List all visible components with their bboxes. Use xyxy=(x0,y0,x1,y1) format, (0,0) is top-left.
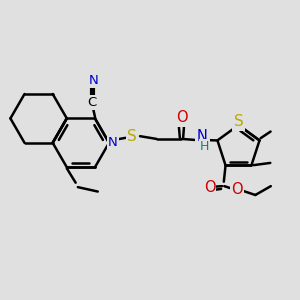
Text: O: O xyxy=(204,180,215,195)
Text: S: S xyxy=(234,114,243,129)
Text: N: N xyxy=(108,136,118,149)
Text: S: S xyxy=(128,129,137,144)
Text: O: O xyxy=(231,182,242,197)
Text: N: N xyxy=(88,74,98,87)
Text: C: C xyxy=(88,96,97,110)
Text: N: N xyxy=(196,129,207,144)
Text: O: O xyxy=(176,110,188,125)
Text: H: H xyxy=(200,140,209,153)
